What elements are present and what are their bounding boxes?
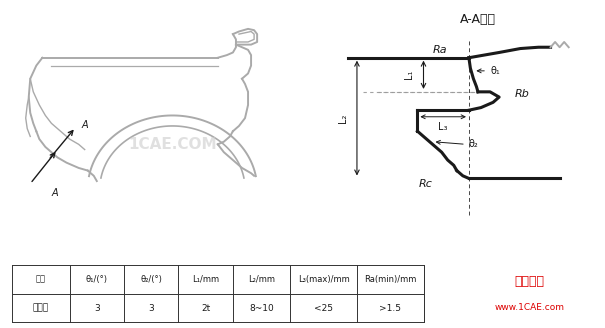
Text: θ₁: θ₁	[490, 66, 500, 76]
Text: >1.5: >1.5	[379, 303, 401, 313]
Text: A-A放大: A-A放大	[460, 13, 496, 26]
Text: 类别: 类别	[36, 275, 46, 284]
Text: 3: 3	[94, 303, 100, 313]
Text: 3: 3	[148, 303, 154, 313]
Text: 1CAE.COM: 1CAE.COM	[128, 137, 217, 152]
Text: Ra: Ra	[433, 45, 448, 55]
Text: L₂/mm: L₂/mm	[248, 275, 275, 284]
Text: www.1CAE.com: www.1CAE.com	[494, 303, 564, 312]
Text: θ₂: θ₂	[469, 139, 479, 149]
Text: 建议值: 建议值	[33, 303, 49, 313]
Text: A: A	[51, 188, 57, 197]
Text: <25: <25	[314, 303, 333, 313]
Text: Rb: Rb	[514, 90, 529, 99]
Text: L₁: L₁	[404, 70, 414, 79]
Text: 8~10: 8~10	[249, 303, 274, 313]
Text: 仿真在线: 仿真在线	[514, 275, 544, 288]
Text: L₁/mm: L₁/mm	[192, 275, 219, 284]
Text: A: A	[82, 120, 88, 130]
Text: θ₂/(°): θ₂/(°)	[140, 275, 162, 284]
Text: Ra(min)/mm: Ra(min)/mm	[364, 275, 416, 284]
Text: L₃(max)/mm: L₃(max)/mm	[298, 275, 350, 284]
Text: L₃: L₃	[439, 122, 448, 132]
Text: Rc: Rc	[419, 179, 433, 189]
Text: L₂: L₂	[338, 113, 348, 123]
Text: θ₁/(°): θ₁/(°)	[86, 275, 108, 284]
Text: 2t: 2t	[201, 303, 211, 313]
